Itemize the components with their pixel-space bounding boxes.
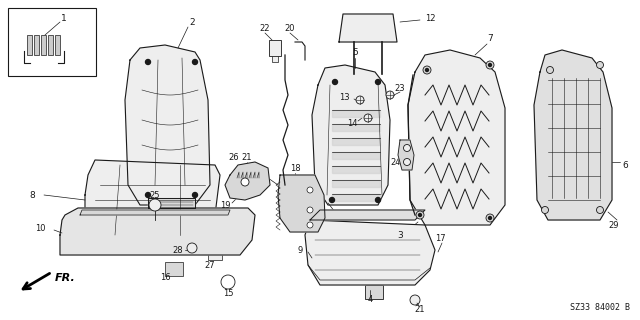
Bar (41, 35, 46, 55)
Circle shape (307, 222, 313, 228)
Circle shape (145, 193, 150, 197)
Circle shape (386, 91, 394, 99)
Circle shape (307, 207, 313, 213)
Circle shape (187, 243, 197, 253)
Text: 6: 6 (622, 161, 628, 170)
Polygon shape (332, 138, 380, 145)
Text: 5: 5 (352, 47, 358, 57)
Text: 30: 30 (255, 171, 266, 180)
Text: 12: 12 (425, 13, 435, 22)
Circle shape (426, 68, 429, 71)
Polygon shape (312, 65, 390, 205)
Text: 17: 17 (435, 234, 445, 243)
Circle shape (403, 145, 410, 151)
Polygon shape (408, 50, 505, 225)
Text: 20: 20 (285, 23, 295, 33)
Text: 2: 2 (189, 18, 195, 27)
Text: 1: 1 (61, 13, 67, 22)
Circle shape (307, 187, 313, 193)
Polygon shape (332, 194, 380, 201)
Polygon shape (148, 198, 195, 208)
Polygon shape (339, 14, 397, 42)
Polygon shape (332, 180, 380, 187)
Text: 21: 21 (415, 306, 425, 315)
Bar (165, 262, 183, 276)
Bar (269, 40, 281, 56)
Polygon shape (225, 162, 270, 200)
Circle shape (596, 206, 604, 213)
Bar (90, 218, 170, 243)
Text: 3: 3 (397, 230, 403, 239)
Text: SZ33 84002 B: SZ33 84002 B (570, 303, 630, 312)
Polygon shape (125, 45, 210, 205)
Text: 10: 10 (35, 223, 45, 233)
Text: 4: 4 (367, 295, 372, 305)
Circle shape (541, 206, 548, 213)
Text: 18: 18 (290, 164, 300, 172)
Bar (8, 8, 96, 76)
Polygon shape (332, 152, 380, 159)
Circle shape (193, 60, 198, 65)
Text: 28: 28 (173, 245, 183, 254)
Text: 7: 7 (487, 34, 493, 43)
Text: FR.: FR. (55, 273, 76, 283)
Circle shape (376, 79, 381, 84)
Circle shape (193, 193, 198, 197)
Circle shape (241, 178, 249, 186)
Text: 25: 25 (150, 190, 160, 199)
Polygon shape (60, 208, 255, 255)
Circle shape (376, 197, 381, 203)
Text: 22: 22 (260, 23, 270, 33)
Polygon shape (332, 124, 380, 131)
Bar (208, 248, 222, 260)
Polygon shape (398, 140, 414, 170)
Bar (48, 35, 53, 55)
Text: 14: 14 (347, 118, 357, 127)
Bar (55, 35, 60, 55)
Text: 21: 21 (242, 153, 252, 162)
Polygon shape (278, 175, 325, 232)
Polygon shape (332, 166, 380, 173)
Text: 8: 8 (29, 190, 35, 199)
Polygon shape (534, 50, 612, 220)
Circle shape (419, 213, 422, 217)
Bar (27, 35, 32, 55)
Polygon shape (85, 160, 220, 240)
Circle shape (488, 63, 492, 67)
Text: 23: 23 (395, 84, 405, 92)
Polygon shape (310, 210, 425, 220)
Text: 9: 9 (298, 245, 303, 254)
Circle shape (486, 61, 494, 69)
Circle shape (403, 158, 410, 165)
Circle shape (149, 199, 161, 211)
Circle shape (145, 60, 150, 65)
Circle shape (547, 67, 554, 74)
Circle shape (364, 114, 372, 122)
Circle shape (596, 61, 604, 68)
Circle shape (333, 79, 337, 84)
Circle shape (416, 211, 424, 219)
Circle shape (330, 197, 335, 203)
Circle shape (423, 66, 431, 74)
Circle shape (356, 96, 364, 104)
Circle shape (410, 295, 420, 305)
Text: 27: 27 (205, 260, 215, 269)
Polygon shape (305, 220, 435, 285)
Polygon shape (80, 210, 230, 215)
Text: 29: 29 (609, 220, 620, 229)
Bar (365, 285, 383, 299)
Bar (272, 56, 278, 62)
Text: 26: 26 (228, 153, 239, 162)
Text: 16: 16 (160, 274, 170, 283)
Circle shape (488, 217, 492, 220)
Polygon shape (332, 110, 380, 117)
Text: 15: 15 (223, 289, 233, 298)
Bar (34, 35, 39, 55)
Circle shape (221, 275, 235, 289)
Text: 11: 11 (315, 194, 325, 203)
Text: 13: 13 (339, 92, 349, 101)
Text: 19: 19 (220, 201, 230, 210)
Circle shape (486, 214, 494, 222)
Text: 24: 24 (391, 157, 401, 166)
